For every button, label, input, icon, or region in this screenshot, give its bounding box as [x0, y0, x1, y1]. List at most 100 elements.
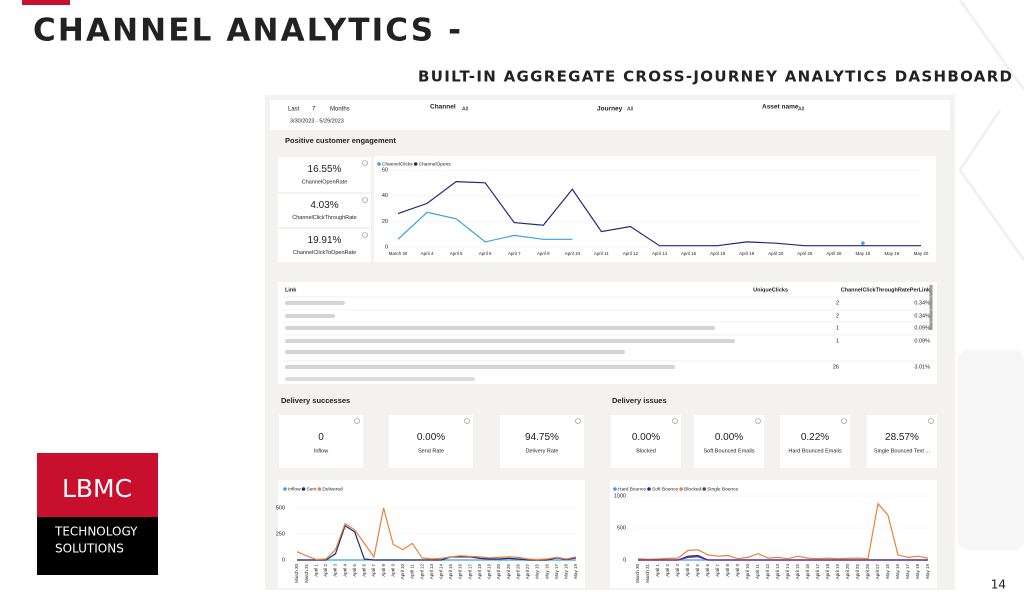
- x-tick-label: March 30: [389, 251, 408, 256]
- legend-swatch: [413, 162, 418, 166]
- x-tick-label: April 1: [313, 564, 318, 577]
- x-tick-label: April 8: [725, 564, 730, 577]
- filter-value[interactable]: 7: [312, 107, 316, 113]
- y-tick-label: 40: [382, 193, 388, 199]
- y-tick-label: 20: [382, 219, 388, 225]
- x-tick-label: April 17: [815, 564, 820, 580]
- x-tick-label: May 19: [573, 564, 578, 579]
- logo-box: [37, 453, 158, 517]
- x-tick-label: April 10: [565, 251, 581, 256]
- x-tick-label: April 25: [506, 564, 511, 580]
- slide-title: CHANNEL ANALYTICS -: [33, 13, 461, 49]
- legend-swatch: [702, 487, 707, 491]
- table-cell: 3.01%: [914, 364, 930, 370]
- filter-value[interactable]: Months: [330, 107, 350, 113]
- x-tick-label: March 30: [294, 564, 299, 583]
- x-tick-label: April 20: [845, 564, 850, 580]
- info-icon: [672, 418, 678, 424]
- kpi-value: 4.03%: [310, 200, 338, 211]
- x-tick-label: May 18: [915, 564, 920, 579]
- x-tick-label: April 12: [419, 564, 424, 580]
- x-tick-label: April 11: [410, 564, 415, 579]
- table-cell: 0.09%: [914, 325, 930, 331]
- x-tick-label: April 4: [421, 251, 434, 256]
- logo-line: SOLUTIONS: [55, 542, 124, 556]
- x-tick-label: April 4: [342, 564, 347, 577]
- kpi-value: 16.55%: [308, 164, 342, 175]
- x-tick-label: April 27: [875, 564, 880, 580]
- blurred-link: [285, 301, 345, 305]
- kpi-label: ChannelClickThroughRate: [292, 215, 357, 221]
- table-header: UniqueClicks: [753, 287, 788, 293]
- kpi-value: 94.75%: [525, 432, 559, 443]
- slide-subtitle: BUILT-IN AGGREGATE CROSS-JOURNEY ANALYTI…: [418, 68, 1012, 86]
- x-tick-label: April 5: [695, 564, 700, 577]
- date-range: 3/30/2023 - 5/29/2023: [290, 118, 344, 124]
- x-tick-label: May 18: [564, 564, 569, 579]
- filter-value[interactable]: All: [627, 106, 633, 112]
- x-tick-label: May 17: [905, 564, 910, 579]
- x-tick-label: April 6: [362, 564, 367, 577]
- table-cell: 1: [836, 338, 839, 344]
- info-icon: [575, 418, 581, 424]
- x-tick-label: April 11: [755, 564, 760, 579]
- x-tick-label: April 13: [775, 564, 780, 580]
- filter-value[interactable]: All: [798, 106, 804, 112]
- x-tick-label: April 12: [765, 564, 770, 580]
- series-line: [296, 507, 577, 561]
- x-tick-label: April 9: [390, 564, 395, 577]
- legend-swatch: [647, 487, 651, 491]
- kpi-card: [500, 415, 584, 468]
- x-tick-label: May 15: [535, 564, 540, 579]
- accent-bar: [22, 0, 70, 5]
- info-icon: [362, 197, 368, 203]
- x-tick-label: April 3: [675, 564, 680, 577]
- blurred-link: [285, 326, 715, 330]
- x-tick-label: April 26: [826, 251, 842, 256]
- table-cell: 0.34%: [914, 300, 930, 306]
- x-tick-label: April 7: [715, 564, 720, 577]
- x-tick-label: April 5: [352, 564, 357, 577]
- x-tick-label: April 8: [381, 564, 386, 577]
- x-tick-label: April 27: [525, 564, 530, 580]
- y-tick-label: 500: [276, 505, 285, 511]
- x-tick-label: April 20: [768, 251, 784, 256]
- kpi-label: Inflow: [314, 448, 328, 454]
- kpi-label: Blocked: [636, 448, 656, 454]
- filter-value[interactable]: Last: [288, 107, 300, 113]
- y-tick-label: 0: [623, 557, 626, 563]
- x-tick-label: April 18: [477, 564, 482, 580]
- legend-swatch: [301, 487, 306, 491]
- kpi-card: [389, 415, 473, 468]
- table-header: ChannelClickThroughRatePerLink: [841, 287, 931, 293]
- x-tick-label: May 16: [544, 564, 549, 579]
- legend-label: Sent: [307, 486, 318, 492]
- x-tick-label: April 18: [825, 564, 830, 580]
- kpi-label: Soft Bounced Emails: [703, 448, 754, 454]
- legend-swatch: [679, 487, 683, 491]
- kpi-label: ChannelOpenRate: [302, 180, 348, 186]
- legend-label: Soft Bounce: [652, 486, 678, 492]
- kpi-value: 0.22%: [801, 432, 829, 443]
- x-tick-label: April 6: [705, 564, 710, 577]
- filter-label: Asset name: [762, 104, 799, 111]
- chart-panel: [374, 156, 936, 262]
- x-tick-label: May 20: [914, 251, 929, 256]
- x-tick-label: April 14: [785, 564, 790, 580]
- info-icon: [841, 418, 847, 424]
- x-tick-label: April 10: [745, 564, 750, 580]
- decor-hexagons: [958, 0, 1024, 550]
- filter-bar: [270, 100, 950, 130]
- x-tick-label: May 19: [925, 564, 930, 579]
- x-tick-label: April 2: [323, 564, 328, 577]
- x-tick-label: April 19: [835, 564, 840, 580]
- x-tick-label: May 17: [554, 564, 559, 579]
- table-cell: 1: [836, 325, 839, 331]
- section-title: Delivery issues: [612, 396, 667, 405]
- filter-value[interactable]: All: [462, 106, 468, 112]
- x-tick-label: April 6: [479, 251, 492, 256]
- logo-name: LBMC: [62, 474, 132, 503]
- x-tick-label: April 25: [797, 251, 813, 256]
- kpi-card: [279, 415, 363, 468]
